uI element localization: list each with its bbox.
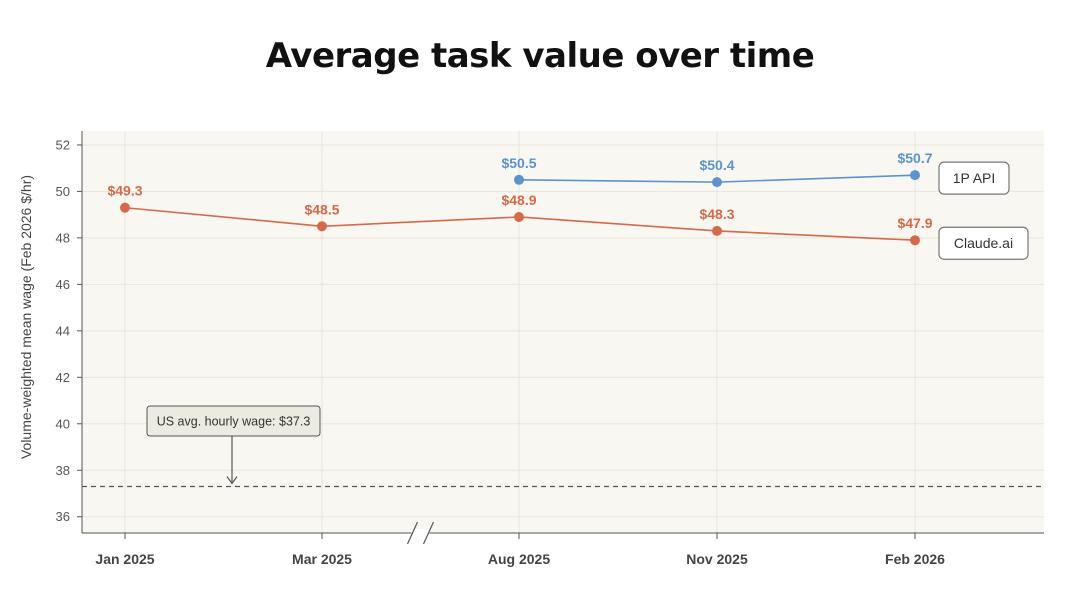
y-axis-label: Volume-weighted mean wage (Feb 2026 $/hr… [18,175,34,459]
data-point-claude-ai [514,211,524,222]
legend-box-claude-ai [938,226,1029,260]
legend-label-1p-api: 1P API [953,170,996,186]
y-tick-label: 46 [56,277,70,292]
axes: 36 38 40 42 44 46 48 50 52 Jan 2025 Mar 2025 Aug 20… [56,131,1044,567]
data-label-claude-ai: $49.3 [107,183,142,199]
data-label-1p-api: $50.5 [501,155,536,171]
y-tick-label: 44 [56,323,70,338]
axis-break-gap [411,529,430,537]
data-point-1p-api [712,177,722,188]
legend-label-claude-ai: Claude.ai [954,235,1013,251]
data-label-claude-ai: $47.9 [897,215,932,231]
grid [82,131,1044,533]
y-tick-label: 36 [56,509,70,524]
reference-line-group: US avg. hourly wage: $37.3 [82,405,1044,488]
reference-annotation-label: US avg. hourly wage: $37.3 [157,415,311,429]
chart-title: Average task value over time [265,36,815,76]
y-tick-label: 40 [56,416,70,431]
data-point-1p-api [514,174,524,185]
data-label-claude-ai: $48.3 [699,206,734,222]
x-tick-label: Mar 2025 [292,551,352,567]
data-point-claude-ai [712,225,722,236]
data-label-claude-ai: $48.9 [501,192,536,208]
legend: 1P API Claude.ai [938,161,1029,260]
data-point-1p-api [910,170,920,181]
data-label-1p-api: $50.7 [897,150,932,166]
data-point-claude-ai [317,221,327,232]
y-tick-label: 42 [56,370,70,385]
x-tick-label: Nov 2025 [686,551,748,567]
x-tick-label: Jan 2025 [95,551,154,567]
plot-area [82,131,1044,533]
y-tick-label: 52 [56,137,70,152]
y-tick-label: 50 [56,184,70,199]
axis-break-mark [422,521,435,545]
axis-break-mark [406,521,419,545]
reference-arrow-head [226,476,238,485]
y-tick-label: 48 [56,230,70,245]
data-point-claude-ai [120,202,130,213]
data-label-claude-ai: $48.5 [304,201,339,217]
series-group: $50.5 $50.4 $50.7 $49.3 $48.5 $48.9 $48.3 $47.9 [107,150,933,246]
legend-box-1p-api [938,161,1010,195]
x-tick-label: Aug 2025 [488,551,550,567]
x-tick-label: Feb 2026 [885,551,945,567]
data-label-1p-api: $50.4 [699,157,734,173]
data-point-claude-ai [910,235,920,246]
reference-annotation-box [146,405,321,437]
y-tick-label: 38 [56,463,70,478]
